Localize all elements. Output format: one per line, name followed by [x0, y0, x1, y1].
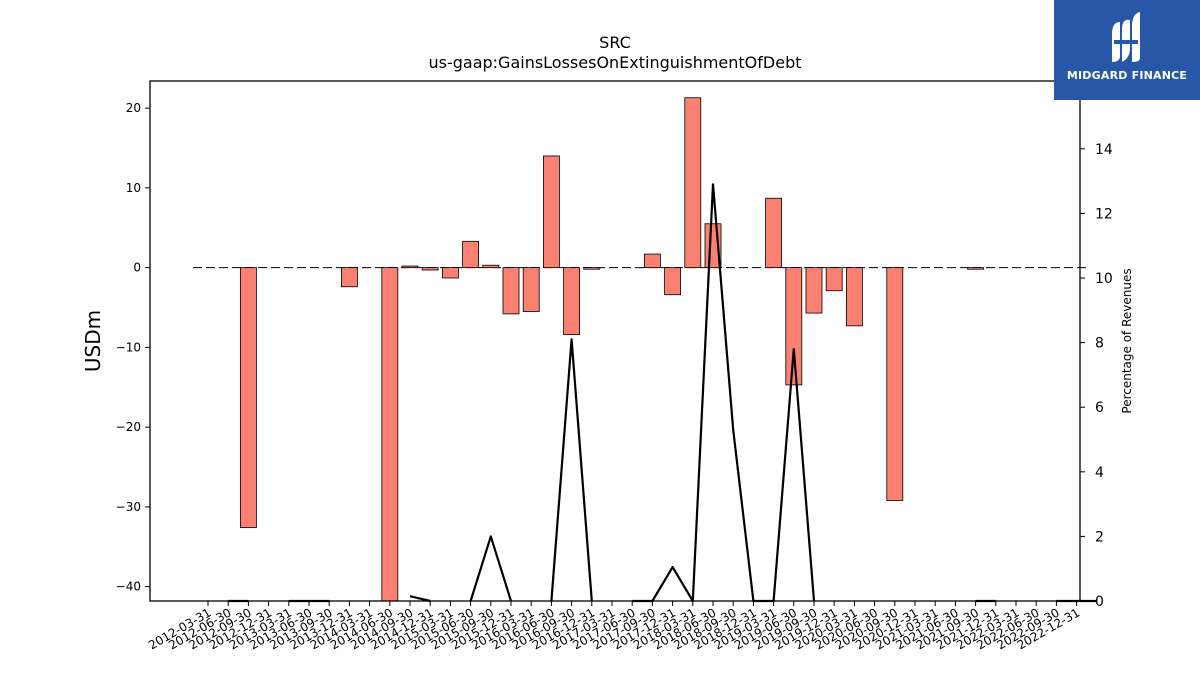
y2-tick-label: 10 — [1095, 271, 1113, 287]
pct-revenue-line — [469, 535, 513, 602]
y-tick-label: −40 — [116, 580, 141, 594]
y2-tick-label: 14 — [1095, 142, 1113, 158]
y2-tick-label: 2 — [1095, 529, 1104, 545]
bar — [502, 267, 520, 315]
brand-name: MIDGARD FINANCE — [1066, 69, 1188, 82]
bar — [765, 197, 782, 269]
bar — [684, 97, 702, 269]
bar — [846, 267, 863, 327]
pct-revenue-line — [632, 183, 816, 603]
bar — [401, 265, 419, 269]
bar — [239, 267, 257, 529]
bar — [785, 267, 803, 386]
bar — [644, 253, 661, 269]
bar — [825, 267, 843, 292]
chart-title: SRC — [599, 33, 631, 52]
y-tick-label: −30 — [116, 500, 141, 514]
bar — [805, 267, 823, 314]
pct-revenue-line — [550, 338, 593, 602]
y2-axis-label: Percentage of Revenues — [1120, 268, 1134, 413]
bar — [441, 267, 459, 279]
midgard-m-logo-icon — [1112, 12, 1140, 62]
brand-logo: MIDGARD FINANCE — [1054, 0, 1200, 100]
pct-revenue-line — [409, 595, 431, 603]
plot-frame — [149, 80, 1081, 602]
bar — [421, 267, 439, 271]
y2-tick-label: 8 — [1095, 336, 1104, 352]
bar — [482, 264, 500, 269]
y-tick-label: 0 — [133, 261, 141, 275]
bar — [522, 267, 540, 312]
bar — [583, 267, 601, 270]
bar — [664, 267, 681, 296]
chart-subtitle: us-gaap:GainsLossesOnExtinguishmentOfDeb… — [428, 53, 801, 72]
bar — [381, 267, 399, 602]
y-tick-label: −10 — [116, 340, 141, 354]
bar — [543, 155, 560, 269]
bar — [886, 267, 904, 501]
bar — [340, 267, 358, 288]
y-tick-label: −20 — [116, 420, 141, 434]
y2-tick-label: 12 — [1095, 206, 1113, 222]
bar — [563, 267, 580, 336]
y-axis-label: USDm — [81, 310, 105, 372]
y2-tick-label: 4 — [1095, 465, 1104, 481]
y-tick-label: 10 — [126, 181, 141, 195]
y-tick-label: 20 — [126, 101, 141, 115]
bar — [967, 267, 984, 270]
y2-tick-label: 0 — [1095, 594, 1104, 610]
bar — [462, 240, 480, 269]
y2-tick-label: 6 — [1095, 400, 1104, 416]
